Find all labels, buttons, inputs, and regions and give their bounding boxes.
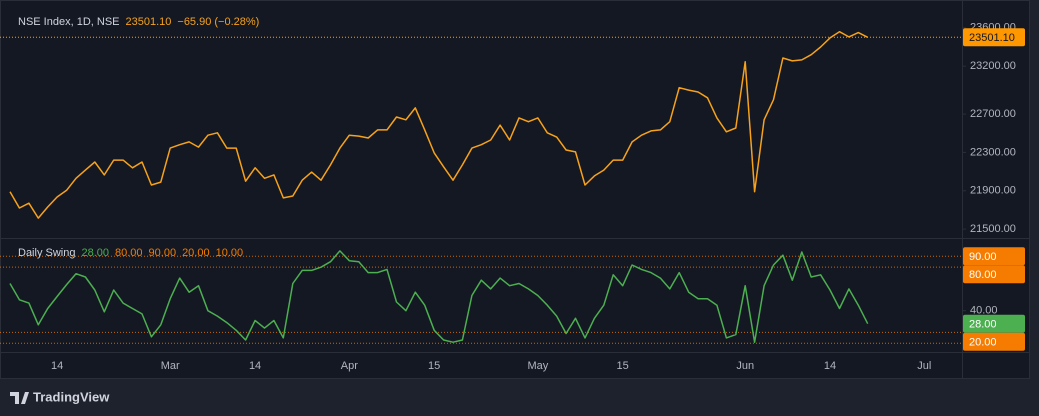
y-tick-label: 22300.00 [970, 146, 1016, 158]
value-badge: 23501.10 [969, 32, 1015, 44]
y-tick-label: 22700.00 [970, 108, 1016, 120]
legend-text: 10.00 [216, 247, 244, 259]
value-badge-bg [963, 265, 1025, 284]
series-line [9, 30, 869, 219]
value-badge-bg [963, 247, 1025, 266]
value-badge: 80.00 [969, 269, 997, 281]
value-badge: 20.00 [969, 337, 997, 349]
x-tick-label: May [527, 360, 548, 372]
x-tick-label: Apr [341, 360, 358, 372]
legend-text: Daily Swing [18, 247, 75, 259]
x-tick-label: 14 [824, 360, 836, 372]
legend-text: 23501.10 [126, 16, 172, 28]
value-badge-bg [963, 28, 1025, 47]
x-tick-label: Jun [736, 360, 754, 372]
x-tick-label: 14 [51, 360, 63, 372]
x-tick-label: 15 [617, 360, 629, 372]
legend-text: NSE Index, 1D, NSE [18, 16, 120, 28]
x-tick-label: 14 [249, 360, 261, 372]
y-tick-label: 21500.00 [970, 223, 1016, 235]
brand: TradingView [33, 389, 110, 404]
value-badge: 90.00 [969, 251, 997, 263]
legend-text: 80.00 [115, 247, 143, 259]
legend-text: 28.00 [81, 247, 109, 259]
value-badge: 28.00 [969, 319, 997, 331]
value-badge-bg [963, 314, 1025, 333]
x-tick-label: Jul [917, 360, 931, 372]
value-badge-bg [963, 332, 1025, 351]
y-tick-label: 23200.00 [970, 60, 1016, 72]
legend-text: 90.00 [149, 247, 177, 259]
y-tick-label: 21900.00 [970, 185, 1016, 197]
x-tick-label: Mar [161, 360, 180, 372]
y-tick-label: 40.00 [970, 305, 998, 317]
series-line [9, 250, 869, 343]
legend-text: 20.00 [182, 247, 210, 259]
legend-text: −65.90 (−0.28%) [177, 16, 259, 28]
x-tick-label: 15 [428, 360, 440, 372]
tv-logo [10, 392, 29, 404]
chart-frame [0, 0, 1030, 379]
